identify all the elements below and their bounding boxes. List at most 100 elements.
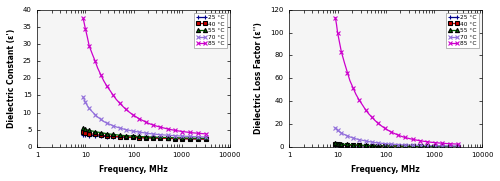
40 °C [410, 145, 416, 148]
55 °C [436, 145, 442, 148]
25 °C [392, 145, 398, 148]
85 °C [180, 131, 186, 133]
70 °C [123, 129, 129, 131]
25 °C [133, 136, 139, 139]
85 °C [362, 109, 368, 111]
25 °C [443, 146, 449, 148]
55 °C [130, 135, 136, 137]
25 °C [161, 137, 167, 139]
55 °C [110, 133, 116, 136]
40 °C [117, 136, 123, 138]
55 °C [334, 143, 340, 145]
85 °C [195, 132, 201, 134]
40 °C [342, 144, 347, 146]
55 °C [455, 146, 461, 148]
55 °C [158, 136, 164, 138]
70 °C [180, 135, 186, 137]
85 °C [150, 124, 156, 126]
40 °C [402, 145, 408, 148]
55 °C [369, 144, 375, 147]
25 °C [372, 145, 378, 147]
70 °C [94, 116, 100, 118]
40 °C [362, 145, 368, 147]
70 °C [133, 131, 139, 133]
85 °C [130, 113, 136, 116]
25 °C [184, 138, 190, 140]
55 °C [452, 146, 458, 148]
25 °C [158, 137, 164, 139]
Line: 70 °C: 70 °C [334, 126, 460, 148]
40 °C [184, 138, 190, 140]
85 °C [164, 128, 170, 130]
25 °C [362, 145, 368, 147]
85 °C [108, 90, 114, 92]
85 °C [172, 129, 178, 131]
25 °C [172, 137, 178, 140]
70 °C [382, 142, 388, 145]
25 °C [150, 137, 156, 139]
85 °C [432, 142, 438, 144]
55 °C [448, 145, 454, 148]
55 °C [84, 129, 90, 131]
55 °C [100, 132, 106, 134]
70 °C [334, 129, 340, 131]
85 °C [366, 113, 372, 115]
55 °C [402, 145, 408, 147]
85 °C [347, 79, 353, 82]
55 °C [120, 134, 126, 136]
70 °C [372, 142, 378, 144]
55 °C [417, 145, 423, 147]
70 °C [392, 143, 398, 146]
85 °C [80, 17, 86, 19]
70 °C [82, 98, 87, 101]
Line: 25 °C: 25 °C [334, 143, 460, 149]
25 °C [432, 146, 438, 148]
40 °C [356, 144, 362, 147]
85 °C [417, 140, 423, 142]
Y-axis label: Dielectric Loss Factor (ε''): Dielectric Loss Factor (ε'') [254, 22, 264, 134]
85 °C [344, 71, 350, 74]
85 °C [440, 142, 446, 144]
40 °C [161, 137, 167, 139]
40 °C [347, 144, 353, 146]
70 °C [420, 144, 426, 147]
55 °C [432, 145, 438, 148]
25 °C [108, 136, 114, 138]
55 °C [143, 136, 149, 138]
70 °C [347, 136, 353, 138]
25 °C [120, 136, 126, 138]
25 °C [350, 145, 356, 147]
85 °C [191, 132, 197, 134]
55 °C [332, 142, 338, 144]
Line: 40 °C: 40 °C [334, 142, 460, 149]
70 °C [366, 140, 372, 143]
70 °C [100, 120, 106, 123]
85 °C [104, 85, 110, 87]
25 °C [80, 134, 86, 136]
70 °C [378, 142, 384, 144]
25 °C [98, 135, 104, 137]
40 °C [366, 145, 372, 147]
55 °C [140, 136, 145, 138]
70 °C [448, 145, 454, 147]
55 °C [420, 145, 426, 148]
25 °C [452, 146, 458, 148]
55 °C [150, 136, 156, 138]
85 °C [414, 139, 420, 141]
40 °C [164, 137, 170, 140]
85 °C [336, 42, 342, 44]
55 °C [382, 145, 388, 147]
40 °C [136, 136, 142, 139]
40 °C [114, 135, 119, 138]
55 °C [80, 127, 86, 129]
55 °C [347, 144, 353, 146]
85 °C [356, 99, 362, 101]
40 °C [143, 137, 149, 139]
25 °C [395, 145, 401, 148]
Line: 40 °C: 40 °C [81, 130, 208, 141]
40 °C [428, 146, 434, 148]
70 °C [86, 107, 92, 110]
55 °C [334, 142, 340, 144]
55 °C [342, 143, 347, 145]
55 °C [146, 136, 152, 138]
